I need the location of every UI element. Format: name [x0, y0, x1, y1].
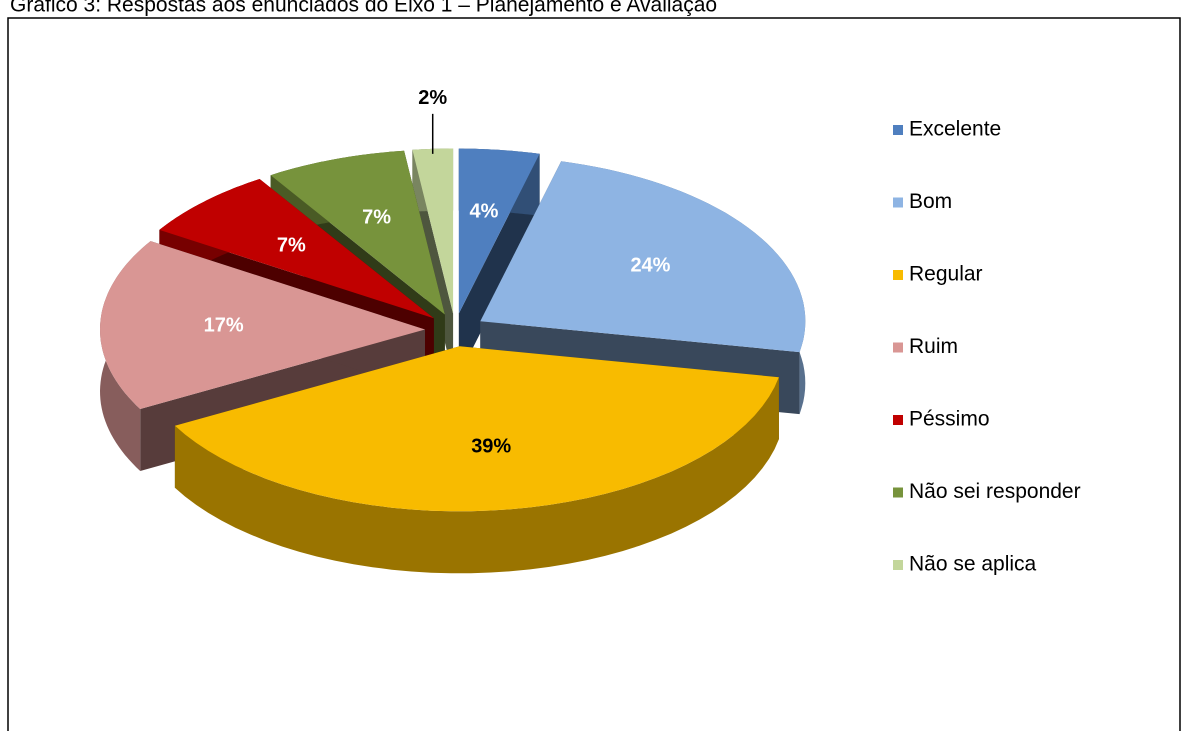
slice-top [270, 150, 445, 315]
data-label: 4% [470, 200, 499, 222]
data-label: 24% [630, 255, 670, 277]
legend-swatch [893, 197, 903, 208]
legend-label: Péssimo [909, 408, 990, 431]
slice-top [412, 148, 454, 314]
data-label: 39% [471, 436, 511, 458]
slice-top [458, 148, 540, 314]
chart-title: Gráfico 3: Respostas aos enunciados do E… [10, 0, 717, 17]
legend-swatch [893, 415, 903, 425]
legend-label: Excelente [909, 118, 1001, 141]
legend-swatch [893, 342, 903, 353]
legend-label: Regular [909, 263, 983, 286]
pie-slice [174, 346, 779, 574]
legend-label: Ruim [909, 335, 958, 358]
slice-top [100, 241, 425, 409]
legend-label: Bom [909, 190, 952, 213]
legend-swatch [893, 487, 903, 498]
legend-label: Não se aplica [909, 553, 1037, 576]
data-label: 7% [277, 234, 306, 256]
slice-top [159, 179, 434, 319]
slice-edge [174, 377, 779, 574]
slice-top [480, 161, 806, 353]
data-label: 7% [362, 207, 391, 229]
slice-top [174, 346, 779, 512]
legend-swatch [893, 125, 903, 135]
data-label: 17% [204, 315, 244, 337]
data-label: 2% [418, 87, 447, 109]
pie-slice [458, 148, 540, 376]
legend-label: Não sei responder [909, 480, 1081, 503]
legend-swatch [893, 560, 903, 570]
legend-swatch [893, 270, 903, 280]
